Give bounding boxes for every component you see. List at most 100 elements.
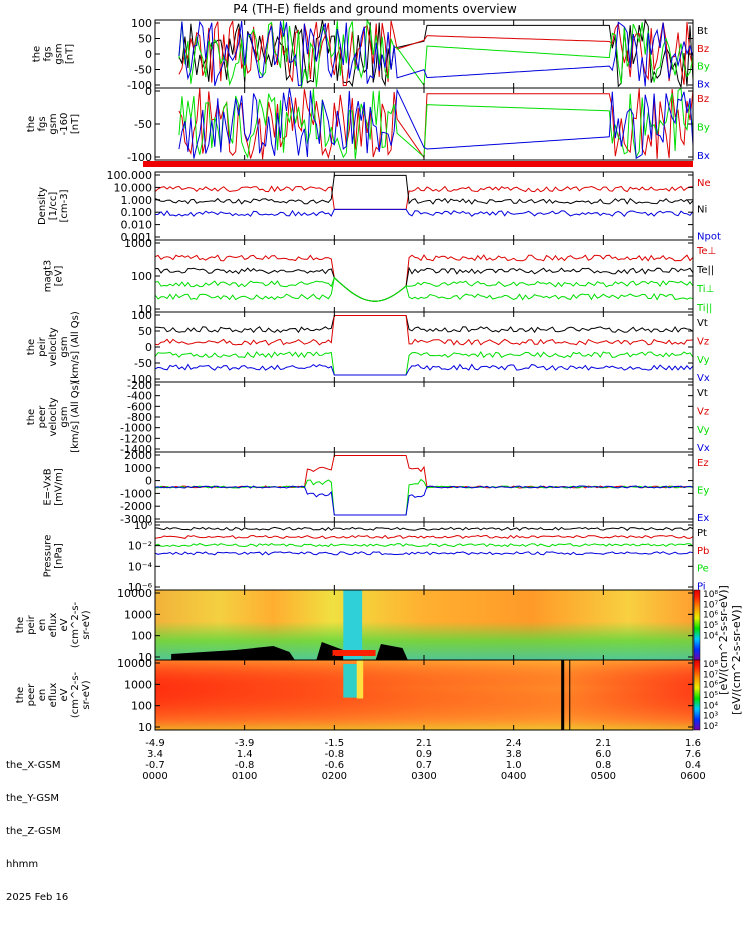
legend-Pt: Pt — [697, 528, 707, 539]
footer-value-t: 0300 — [411, 771, 437, 782]
footer-value-x: 2.1 — [595, 738, 612, 749]
footer-column-0500: 2.1 6.0 0.8 0500 — [573, 738, 633, 782]
ytick-label: 2000 — [124, 449, 152, 462]
legend-Bz: Bz — [697, 94, 709, 105]
separator-bar — [143, 161, 693, 167]
trace-Vx — [154, 363, 694, 376]
colorbar-tick: 10⁶ — [703, 681, 718, 691]
ytick-label: 50 — [138, 33, 152, 46]
legend-Ez: Ez — [697, 458, 709, 469]
ylabel-line: (cm^2-s- — [70, 601, 81, 648]
ylabel-line: sr-eV) — [81, 610, 92, 639]
ytick-label: 50 — [138, 325, 152, 338]
ytick-label: 100 — [131, 700, 152, 713]
footer-value-x: 2.1 — [416, 738, 432, 749]
legend-Vy: Vy — [697, 355, 710, 366]
legend-Pe: Pe — [697, 564, 709, 575]
legend-Pb: Pb — [697, 546, 709, 557]
ytick-label: -100 — [127, 79, 152, 92]
trace-Bx — [178, 88, 694, 160]
colorbar-tick: 10³ — [703, 712, 718, 722]
footer-value-t: 0100 — [231, 771, 258, 782]
colorbar-tick: 10⁷ — [703, 600, 718, 610]
ytick-label: 100 — [131, 309, 152, 322]
trace-Pe — [154, 543, 694, 548]
stacked-plot: 100500-50-100thefgsgsm[nT]BtBzByBx0-50-1… — [15, 17, 743, 734]
panel-fgs: 100 50 0 -50 -100 thefgsgsm[nT] Bt Bz By Bx — [32, 17, 710, 92]
footer-value-y: 1.4 — [236, 749, 253, 760]
trace-Bx — [178, 20, 694, 87]
ytick-label: 10⁻⁴ — [128, 560, 153, 573]
ylabel: thepeirvelocitygsm[km/s] (All Qs) — [26, 311, 81, 383]
legend-Vt: Vt — [697, 388, 708, 399]
legend-Vy: Vy — [697, 425, 710, 436]
legend-Ey: Ey — [697, 486, 709, 497]
colorbar-label-overlap: [eV/(cm^2-s-sr-eV)] — [717, 585, 730, 695]
ytick-label: -50 — [134, 64, 152, 77]
ylabel-line: gsm — [59, 406, 70, 427]
heatmap-eflux-e-gap-line — [561, 660, 565, 730]
ylabel: E=-VxB[mV/m] — [43, 468, 65, 506]
footer-value-y: 3.8 — [505, 749, 522, 760]
footer-value-y: 6.0 — [595, 749, 612, 760]
panel-frame — [154, 171, 694, 241]
panel-temp: 1000 100 10 magt3[eV] Te⊥ Te|| Ti⊥ Ti|| — [43, 237, 717, 316]
legend-Ni: Ni — [697, 205, 707, 216]
footer-value-z: 0.8 — [595, 760, 612, 771]
panel-eflux_e: 10000 1000 100 10 thepeerenefluxeV(cm^2-s-sr… — [15, 657, 694, 734]
ylabel-line: Pressure — [43, 535, 54, 578]
legend-Ex: Ex — [697, 513, 709, 524]
ylabel-line: [nPa] — [54, 543, 65, 569]
ytick-label: 10000 — [117, 657, 152, 670]
footer-value-t: 0500 — [590, 771, 617, 782]
footer-label-x: the_X-GSM — [6, 760, 61, 771]
panel-frame — [154, 311, 694, 383]
ylabel: thepeervelocitygsm[km/s] (All Qs) — [26, 381, 81, 453]
trace-Vt — [154, 315, 694, 334]
legend-Bx: Bx — [697, 151, 710, 162]
ytick-label: 1000 — [124, 462, 152, 475]
panel-vel_eir: 100 50 0 -50 -100 thepeirvelocitygsm[km/s] (A… — [26, 309, 710, 386]
ytick-label: 0.001 — [121, 231, 153, 244]
legend-Npot: Npot — [697, 231, 721, 242]
footer-column-0000: -4.9 3.4 -0.7 0000 — [125, 738, 185, 782]
ytick-label: -1200 — [120, 432, 152, 445]
legend-Ne: Ne — [697, 178, 711, 189]
legend-By: By — [697, 62, 710, 73]
ylabel-line: gsm — [59, 336, 70, 357]
ytick-label: 1.000 — [121, 194, 153, 207]
footer-value-y: 3.4 — [147, 749, 163, 760]
colorbar-1 — [693, 589, 701, 661]
ytick-label: -1400 — [120, 443, 152, 456]
colorbar-2 — [693, 659, 701, 731]
trace-By — [178, 87, 694, 160]
trace-By — [178, 18, 694, 88]
trace-Ne — [154, 185, 694, 210]
ylabel-line: Density — [37, 187, 48, 225]
colorbar-label: [eV/(cm^2-s-sr-eV)] — [730, 605, 743, 715]
ytick-label: 0.100 — [121, 206, 153, 219]
ylabel-line: eV — [59, 688, 70, 701]
panel-frame — [154, 521, 694, 591]
panel-vel_eer: -200-400-600-800-1000-1200-1400 thepeerve… — [26, 379, 710, 456]
footer-label-date: 2025 Feb 16 — [6, 892, 69, 903]
ylabel-line: the — [26, 339, 37, 355]
ylabel-line: eflux — [48, 683, 59, 708]
ytick-label: 0.010 — [121, 219, 153, 232]
ytick-label: 0 — [145, 85, 152, 98]
footer-value-t: 0600 — [680, 771, 706, 782]
ytick-label: 0 — [145, 341, 152, 354]
ylabel-line: [cm-3] — [59, 189, 70, 222]
footer-value-y: -0.8 — [324, 749, 345, 760]
colorbars: 10⁸10⁷10⁶10⁵10⁴10⁸10⁷10⁶10⁵10⁴10³10²[eV/… — [693, 585, 743, 732]
footer-label-y: the_Y-GSM — [6, 793, 60, 804]
legend-Pi: Pi — [697, 581, 706, 592]
heatmap-eflux-i-void — [171, 646, 295, 660]
ylabel-line: [nT] — [70, 114, 81, 134]
ylabel-line: eflux — [48, 613, 59, 638]
ylabel-line: -160 — [59, 113, 70, 136]
legend-Te||: Te|| — [696, 265, 714, 276]
colorbar-tick: 10⁶ — [703, 611, 718, 621]
ytick-label: 1000 — [124, 237, 152, 250]
